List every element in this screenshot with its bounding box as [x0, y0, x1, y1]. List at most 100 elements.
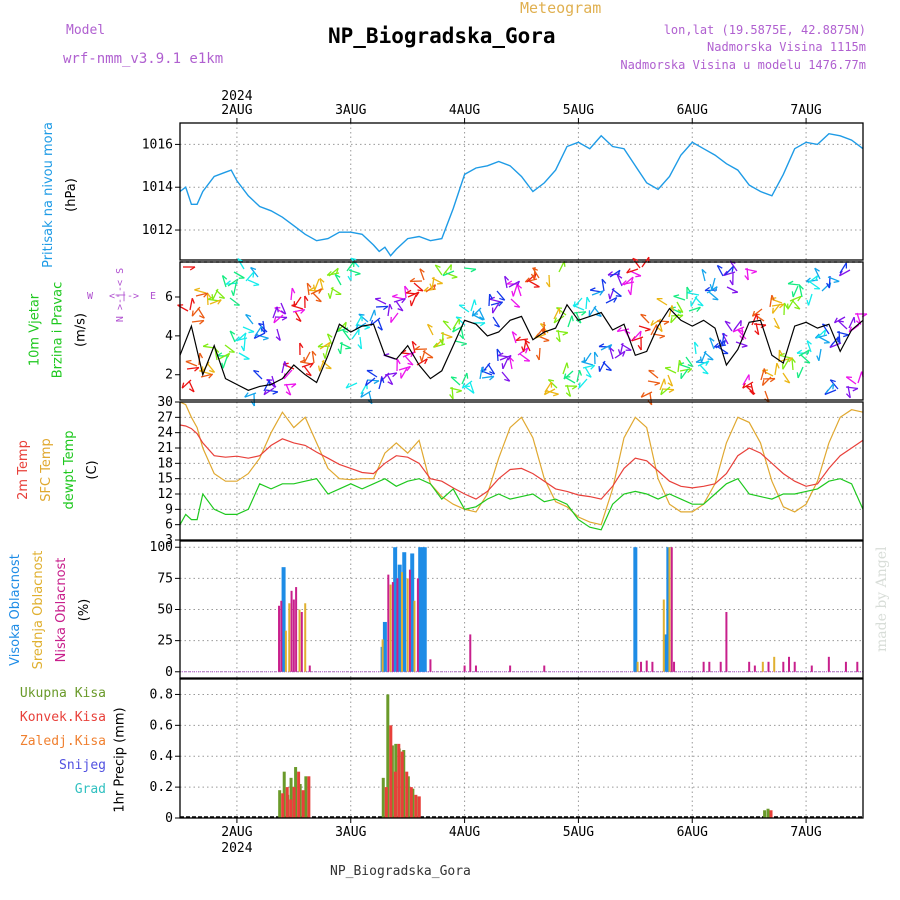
precip-bar [278, 790, 282, 818]
wind-arrow-head [326, 270, 332, 276]
wind-arrow-head [479, 316, 485, 321]
wind-arrow [752, 308, 763, 317]
wind-arrow [209, 299, 222, 305]
wind-arrow [538, 347, 541, 361]
wind-arrow-head [794, 306, 801, 310]
precip-bar [400, 751, 404, 818]
wind-arrow-head [751, 270, 757, 275]
precip-bar [769, 810, 773, 818]
cloud-bar [288, 603, 291, 672]
wind-arrow [458, 304, 470, 313]
precip-legend-0: Ukupna Kisa [20, 686, 106, 701]
wind-arrow [605, 296, 617, 304]
wind-arrow-head [806, 299, 810, 306]
wind-arrow [442, 270, 455, 277]
wind-arrow [378, 377, 383, 390]
wind-arrow [647, 380, 660, 384]
wind-arrow-head [722, 340, 726, 347]
wind-arrow [311, 351, 315, 364]
wind-arrow [533, 266, 536, 280]
wind-arrow-head [586, 296, 591, 303]
wind-arrow-head [524, 347, 529, 354]
wind-arrow-head [222, 275, 228, 280]
wind-arrow [620, 343, 632, 351]
cloud-bar [397, 564, 402, 672]
wind-arrow-head [315, 299, 322, 303]
wind-arrow [280, 302, 287, 315]
top-axis-tick-0: 2AUG [221, 103, 252, 118]
precip-bar [281, 793, 285, 818]
wind-arrow-head [181, 382, 185, 389]
precip-bar [285, 787, 289, 818]
wind-arrow-head [590, 364, 596, 370]
precip-bar [289, 799, 293, 818]
precip-bar [292, 787, 296, 818]
wind-arrow-head [345, 382, 350, 389]
wind-arrow [809, 281, 821, 290]
wind-arrow [818, 348, 822, 361]
wind-arrow-head [466, 372, 469, 379]
cloud-bar [651, 661, 654, 672]
precip-bar [282, 771, 286, 818]
wind-arrow-head [668, 389, 675, 393]
wind-arrow-head [796, 349, 803, 354]
wind-arrow-head [450, 264, 453, 271]
wind-arrow-head [670, 317, 673, 323]
wind-arrow [585, 296, 588, 310]
precip-bar [405, 771, 409, 818]
wind-arrow [206, 362, 216, 373]
wind-arrow-head [832, 383, 835, 390]
wind-arrow-head [285, 391, 292, 396]
wind-arrow-head [626, 268, 631, 274]
wind-arrow-head [545, 281, 551, 288]
wind-arrow-head [191, 297, 195, 304]
wind-arrow-head [613, 297, 618, 303]
wind-arrow-head [855, 320, 862, 325]
wind-arrow [602, 361, 612, 371]
wind-arrow [508, 280, 520, 288]
wind-arrow-head [540, 328, 546, 335]
wind-arrow [578, 378, 588, 389]
wind-arrow [492, 316, 501, 328]
wind-arrow [708, 291, 719, 301]
wind-arrow [735, 341, 748, 347]
wind-arrow [463, 267, 477, 270]
wind-arrow [442, 320, 452, 331]
wind-arrow-head [335, 268, 339, 274]
wind-arrow-head [202, 343, 209, 347]
wind-arrow [782, 358, 790, 370]
wind-arrow-head [783, 302, 788, 309]
wind-arrow-head [609, 346, 615, 352]
wind-arrow-head [687, 368, 693, 374]
wind-arrow-head [697, 303, 704, 307]
wind-arrow-head [450, 376, 457, 379]
wind-arrow [716, 265, 724, 277]
wind-arrow [601, 279, 605, 292]
wind-arrow [384, 372, 397, 376]
wind-arrow [709, 337, 715, 350]
wind-arrow-head [555, 337, 561, 343]
wind-arrow-head [659, 335, 666, 339]
wind-arrow [830, 336, 840, 347]
wind-arrow-head [717, 264, 723, 269]
wind-arrow [386, 373, 394, 385]
wind-arrow [469, 381, 475, 394]
wind-arrow-head [373, 309, 377, 316]
wind-arrow-head [198, 315, 205, 319]
wind-arrow [407, 291, 420, 298]
wind-arrow-head [660, 389, 664, 395]
wind-arrow-head [432, 342, 438, 348]
compass-ns: N >-|-< S [115, 268, 126, 322]
precip-bar [301, 790, 305, 818]
precip-bar [766, 808, 770, 818]
wind-arrow [791, 299, 801, 310]
precip-bar [297, 771, 301, 818]
cloud-bar [474, 665, 477, 672]
wind-arrow [237, 258, 245, 270]
wind-arrow [562, 362, 568, 375]
wind-arrow [334, 274, 342, 286]
temp-2m-line [179, 424, 864, 500]
wind-arrow [609, 347, 614, 360]
wind-arrow [721, 332, 725, 345]
cloud-bar [393, 547, 398, 672]
